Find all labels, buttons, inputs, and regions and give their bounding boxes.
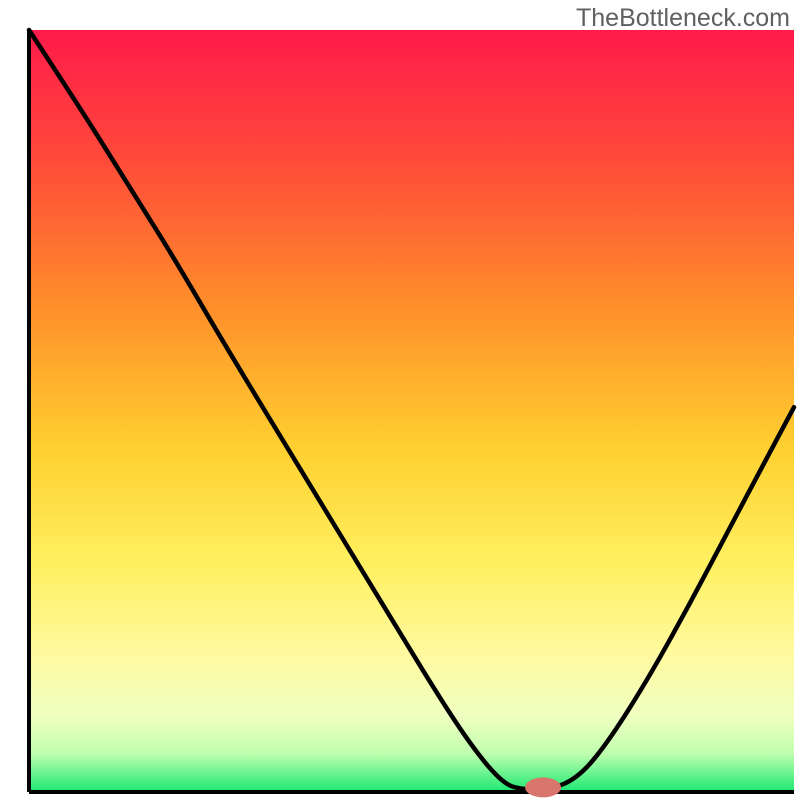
- bottleneck-chart: TheBottleneck.com: [0, 0, 800, 800]
- watermark-text: TheBottleneck.com: [576, 4, 790, 33]
- chart-svg: [0, 0, 800, 800]
